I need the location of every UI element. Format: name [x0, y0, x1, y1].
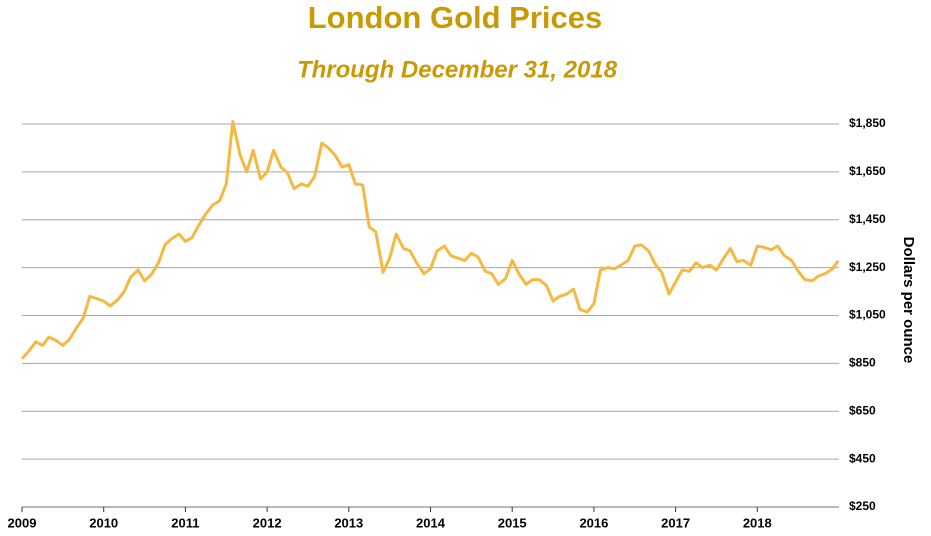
chart-subtitle: Through December 31, 2018	[297, 56, 618, 83]
price-line	[20, 120, 840, 360]
x-tick-label: 2017	[661, 515, 690, 530]
x-tick-label: 2016	[579, 515, 608, 530]
y-tick-label: $650	[849, 403, 876, 417]
chart-title: London Gold Prices	[308, 0, 603, 35]
x-tick-label: 2014	[416, 515, 446, 530]
x-tick-label: 2010	[89, 515, 118, 530]
y-tick-label: $450	[849, 451, 876, 465]
x-tick-label: 2011	[171, 515, 199, 530]
y-axis-label: Dollars per ounce	[900, 237, 917, 364]
y-tick-label: $1,050	[849, 308, 886, 322]
y-tick-label: $1,450	[849, 212, 886, 226]
x-tick-label: 2012	[253, 515, 282, 530]
x-tick-label: 2015	[498, 515, 527, 530]
x-tick-label: 2018	[743, 515, 772, 530]
y-tick-label: $1,250	[849, 260, 886, 274]
x-tick-label: 2013	[334, 515, 363, 530]
y-tick-label: $1,850	[849, 116, 886, 130]
y-tick-label: $1,650	[849, 164, 886, 178]
x-tick-label: 2009	[8, 515, 37, 530]
y-tick-label: $850	[849, 356, 876, 370]
y-tick-label: $250	[849, 499, 876, 513]
